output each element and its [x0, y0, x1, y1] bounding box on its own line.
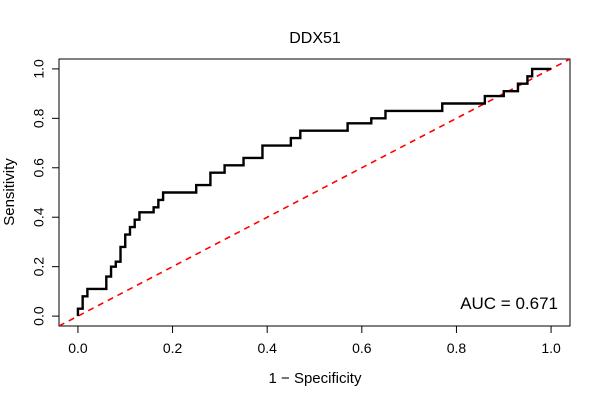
series-layer [59, 59, 570, 326]
x-axis: 0.0 0.2 0.4 0.6 0.8 1.0 [68, 325, 561, 356]
y-axis: 0.0 0.2 0.4 0.6 0.8 1.0 [31, 59, 60, 326]
y-tick-label: 0.0 [31, 306, 47, 326]
x-axis-label: 1 − Specificity [269, 370, 362, 387]
y-tick-label: 0.8 [31, 108, 47, 128]
y-tick-label: 0.4 [31, 207, 47, 227]
y-tick-label: 0.2 [31, 257, 47, 277]
y-tick-label: 0.6 [31, 158, 47, 178]
chance-diagonal-line [59, 59, 570, 326]
x-tick-label: 0.0 [68, 340, 88, 356]
auc-annotation: AUC = 0.671 [460, 294, 558, 313]
x-tick-label: 0.6 [352, 340, 372, 356]
x-tick-label: 0.4 [257, 340, 277, 356]
x-tick-label: 0.2 [163, 340, 183, 356]
y-tick-label: 1.0 [31, 59, 47, 79]
y-axis-label: Sensitivity [1, 158, 18, 226]
roc-curve-line [76, 67, 552, 317]
chart-title: DDX51 [289, 30, 341, 47]
x-tick-label: 1.0 [541, 340, 561, 356]
x-tick-label: 0.8 [447, 340, 467, 356]
